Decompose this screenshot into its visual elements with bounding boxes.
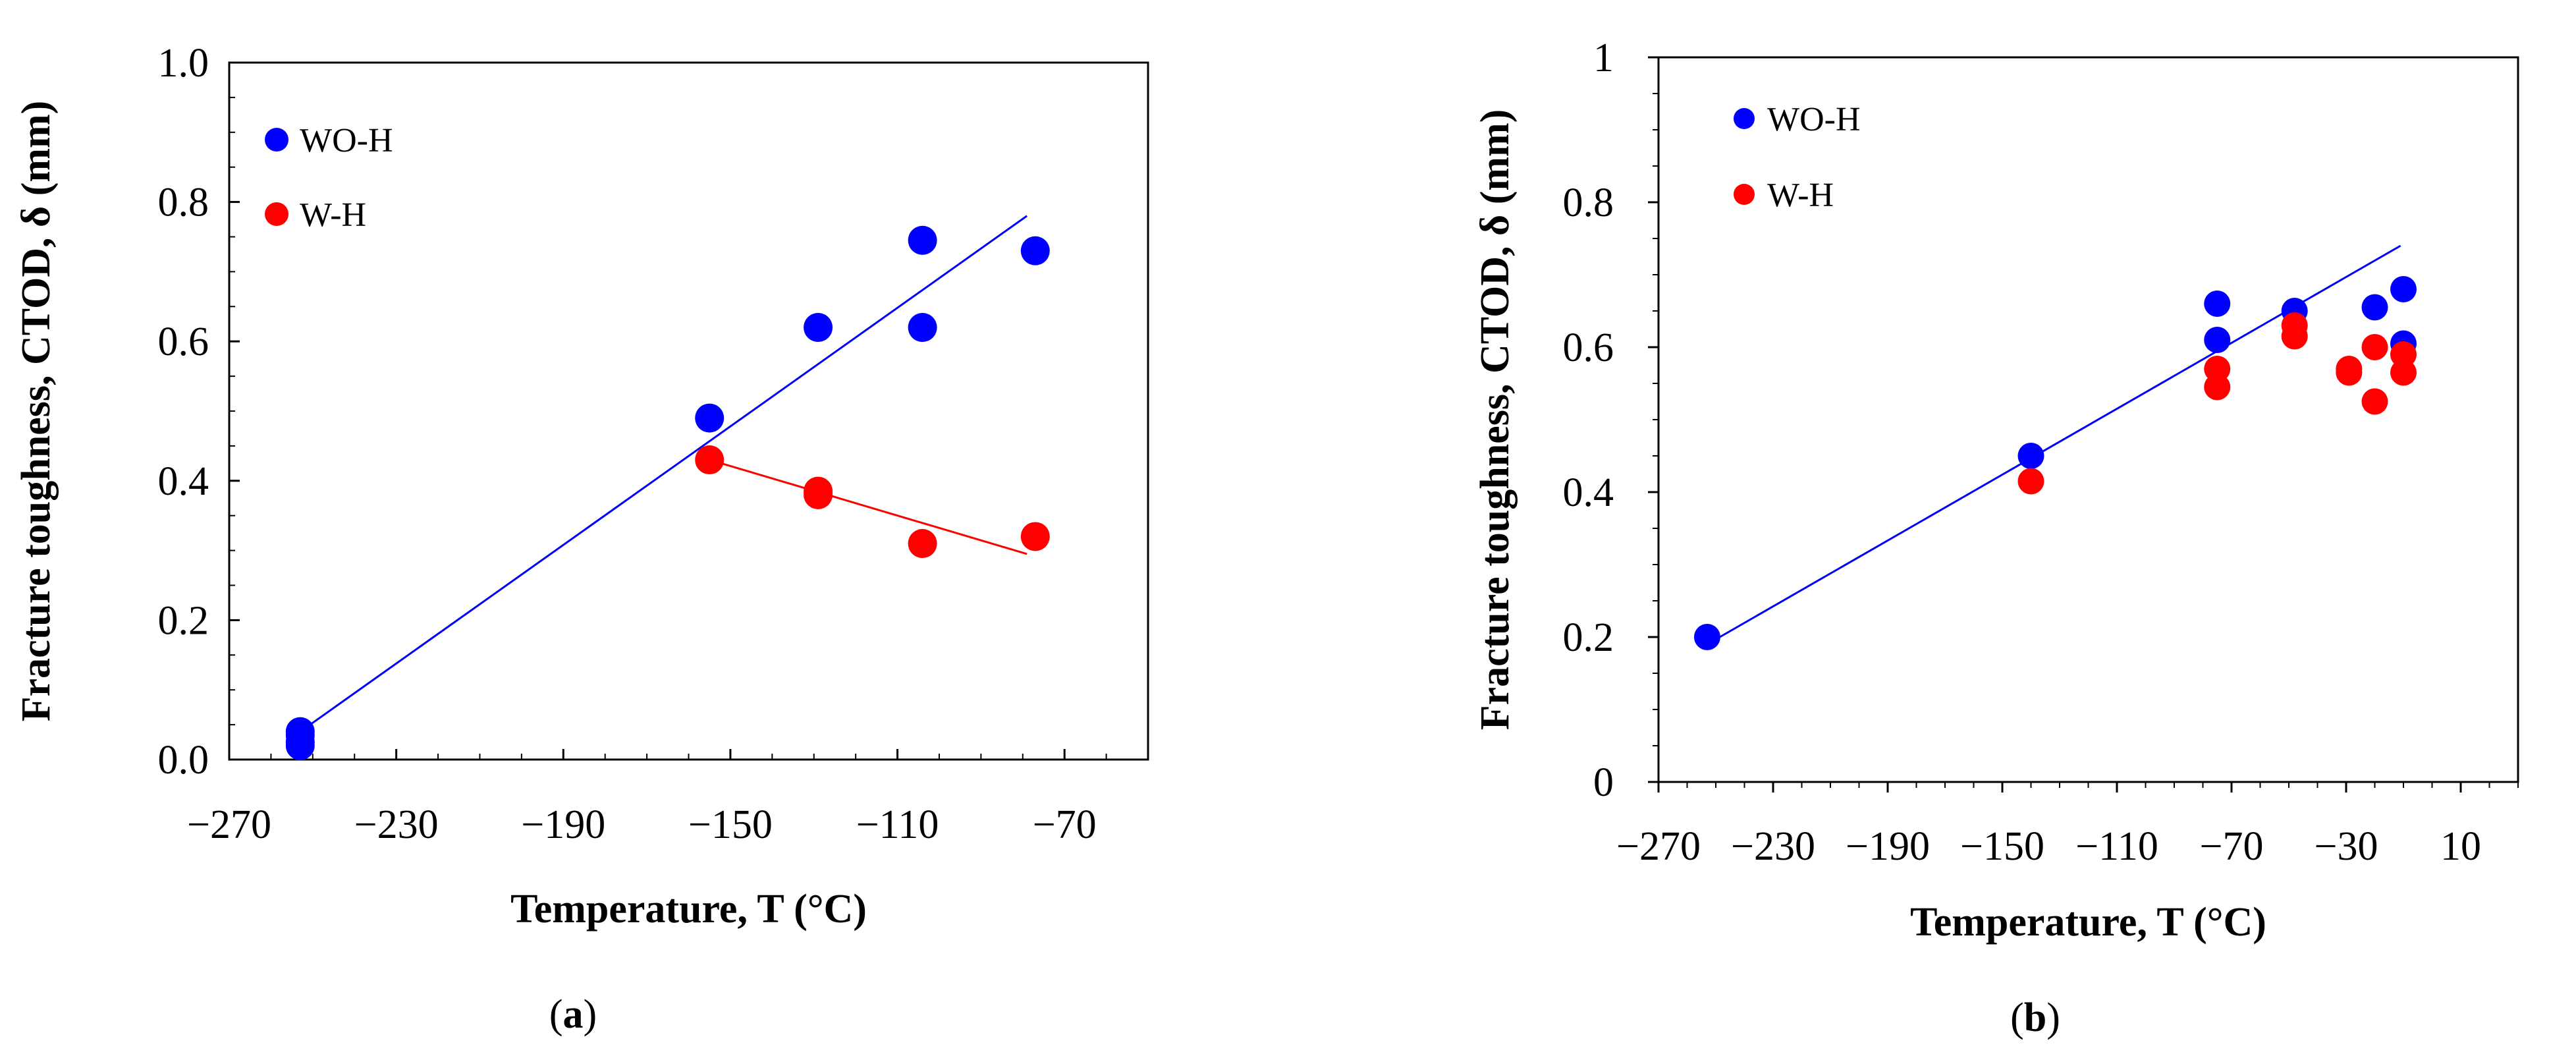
y-tick-label: 1.0 [158, 41, 209, 86]
data-point-w-h [695, 445, 725, 475]
x-tick-label: −150 [1960, 824, 2044, 869]
y-tick-label: 0.8 [1563, 181, 1614, 225]
data-point-w-h [2390, 359, 2417, 386]
y-tick-label: 0.4 [158, 459, 209, 504]
chart-panel-a: −270 −230 −190 −150 −110 −70 0.0 0.2 0.4 0.6 0.8 1.… [14, 41, 1149, 1037]
panel-label: (b) [2010, 995, 2060, 1040]
data-point-wo-h [2204, 291, 2231, 317]
y-tick-label: 0 [1593, 760, 1614, 805]
x-axis-title: Temperature, T (°C) [1910, 900, 2266, 945]
x-tick-label: −270 [187, 802, 271, 847]
x-tick-label: −110 [2075, 824, 2158, 869]
data-point-w-h [2390, 341, 2417, 368]
data-point-w-h [908, 529, 937, 559]
data-point-wo-h [695, 403, 725, 433]
x-tick-label: −190 [521, 802, 605, 847]
data-point-wo-h [804, 313, 833, 343]
y-tick-label: 0.8 [158, 181, 209, 225]
legend-label-wo-h: WO-H [1767, 101, 1861, 138]
x-axis-title: Temperature, T (°C) [510, 887, 867, 931]
panel-label: (a) [549, 992, 597, 1037]
plot-area-frame [228, 61, 1149, 761]
data-point-wo-h [1693, 624, 1720, 650]
legend-marker-w-h [265, 202, 288, 226]
data-point-wo-h [285, 731, 315, 760]
x-tick-label: −150 [688, 802, 773, 847]
x-tick-label: 10 [2440, 824, 2481, 869]
data-point-w-h [2336, 359, 2363, 386]
x-tick-label: −70 [2200, 824, 2264, 869]
data-point-wo-h [908, 225, 937, 255]
trend-line-wo-h [299, 215, 1028, 733]
x-tick-label: −70 [1033, 802, 1097, 847]
y-axis-title: Fracture toughness, CTOD, δ (mm) [1473, 109, 1518, 731]
trend-line-w-h [709, 459, 1028, 555]
data-point-w-h [2281, 323, 2308, 350]
data-point-w-h [804, 480, 833, 509]
legend-label-w-h: W-H [1767, 177, 1834, 214]
data-point-w-h [1020, 522, 1050, 551]
plot-area-frame [1657, 56, 2519, 783]
data-point-w-h [2204, 374, 2231, 401]
x-tick-label: −110 [856, 802, 939, 847]
x-tick-label: −230 [1731, 824, 1815, 869]
x-tick-label: −270 [1616, 824, 1701, 869]
y-tick-label: 1 [1593, 36, 1614, 80]
data-point-w-h [2017, 468, 2044, 495]
x-tick-label: −230 [354, 802, 439, 847]
data-point-w-h [2361, 388, 2388, 415]
data-point-wo-h [1020, 236, 1050, 265]
y-tick-label: 0.6 [158, 320, 209, 364]
legend-label-wo-h: WO-H [300, 122, 393, 159]
x-tick-label: −30 [2315, 824, 2378, 869]
legend-marker-w-h [1734, 184, 1755, 205]
y-tick-label: 0.2 [158, 598, 209, 643]
legend-marker-wo-h [1734, 108, 1755, 129]
y-tick-label: 0.4 [1563, 470, 1614, 515]
y-axis-title: Fracture toughness, CTOD, δ (mm) [14, 101, 59, 722]
data-point-wo-h [2204, 327, 2231, 353]
y-tick-label: 0.2 [1563, 615, 1614, 660]
legend-marker-wo-h [265, 128, 288, 152]
data-point-wo-h [908, 313, 937, 343]
data-point-w-h [2204, 356, 2231, 382]
data-point-wo-h [2361, 294, 2388, 321]
data-point-w-h [2361, 334, 2388, 360]
y-tick-label: 0.0 [158, 738, 209, 783]
data-point-wo-h [2390, 276, 2417, 302]
chart-panel-b: −270 −230 −190 −150 −110 −70 −30 10 0 0.2 0.4 0.6 0.… [1473, 36, 2519, 1040]
y-tick-label: 0.6 [1563, 325, 1614, 370]
x-tick-label: −190 [1846, 824, 1930, 869]
legend-label-w-h: W-H [300, 196, 366, 234]
data-point-wo-h [2017, 443, 2044, 469]
